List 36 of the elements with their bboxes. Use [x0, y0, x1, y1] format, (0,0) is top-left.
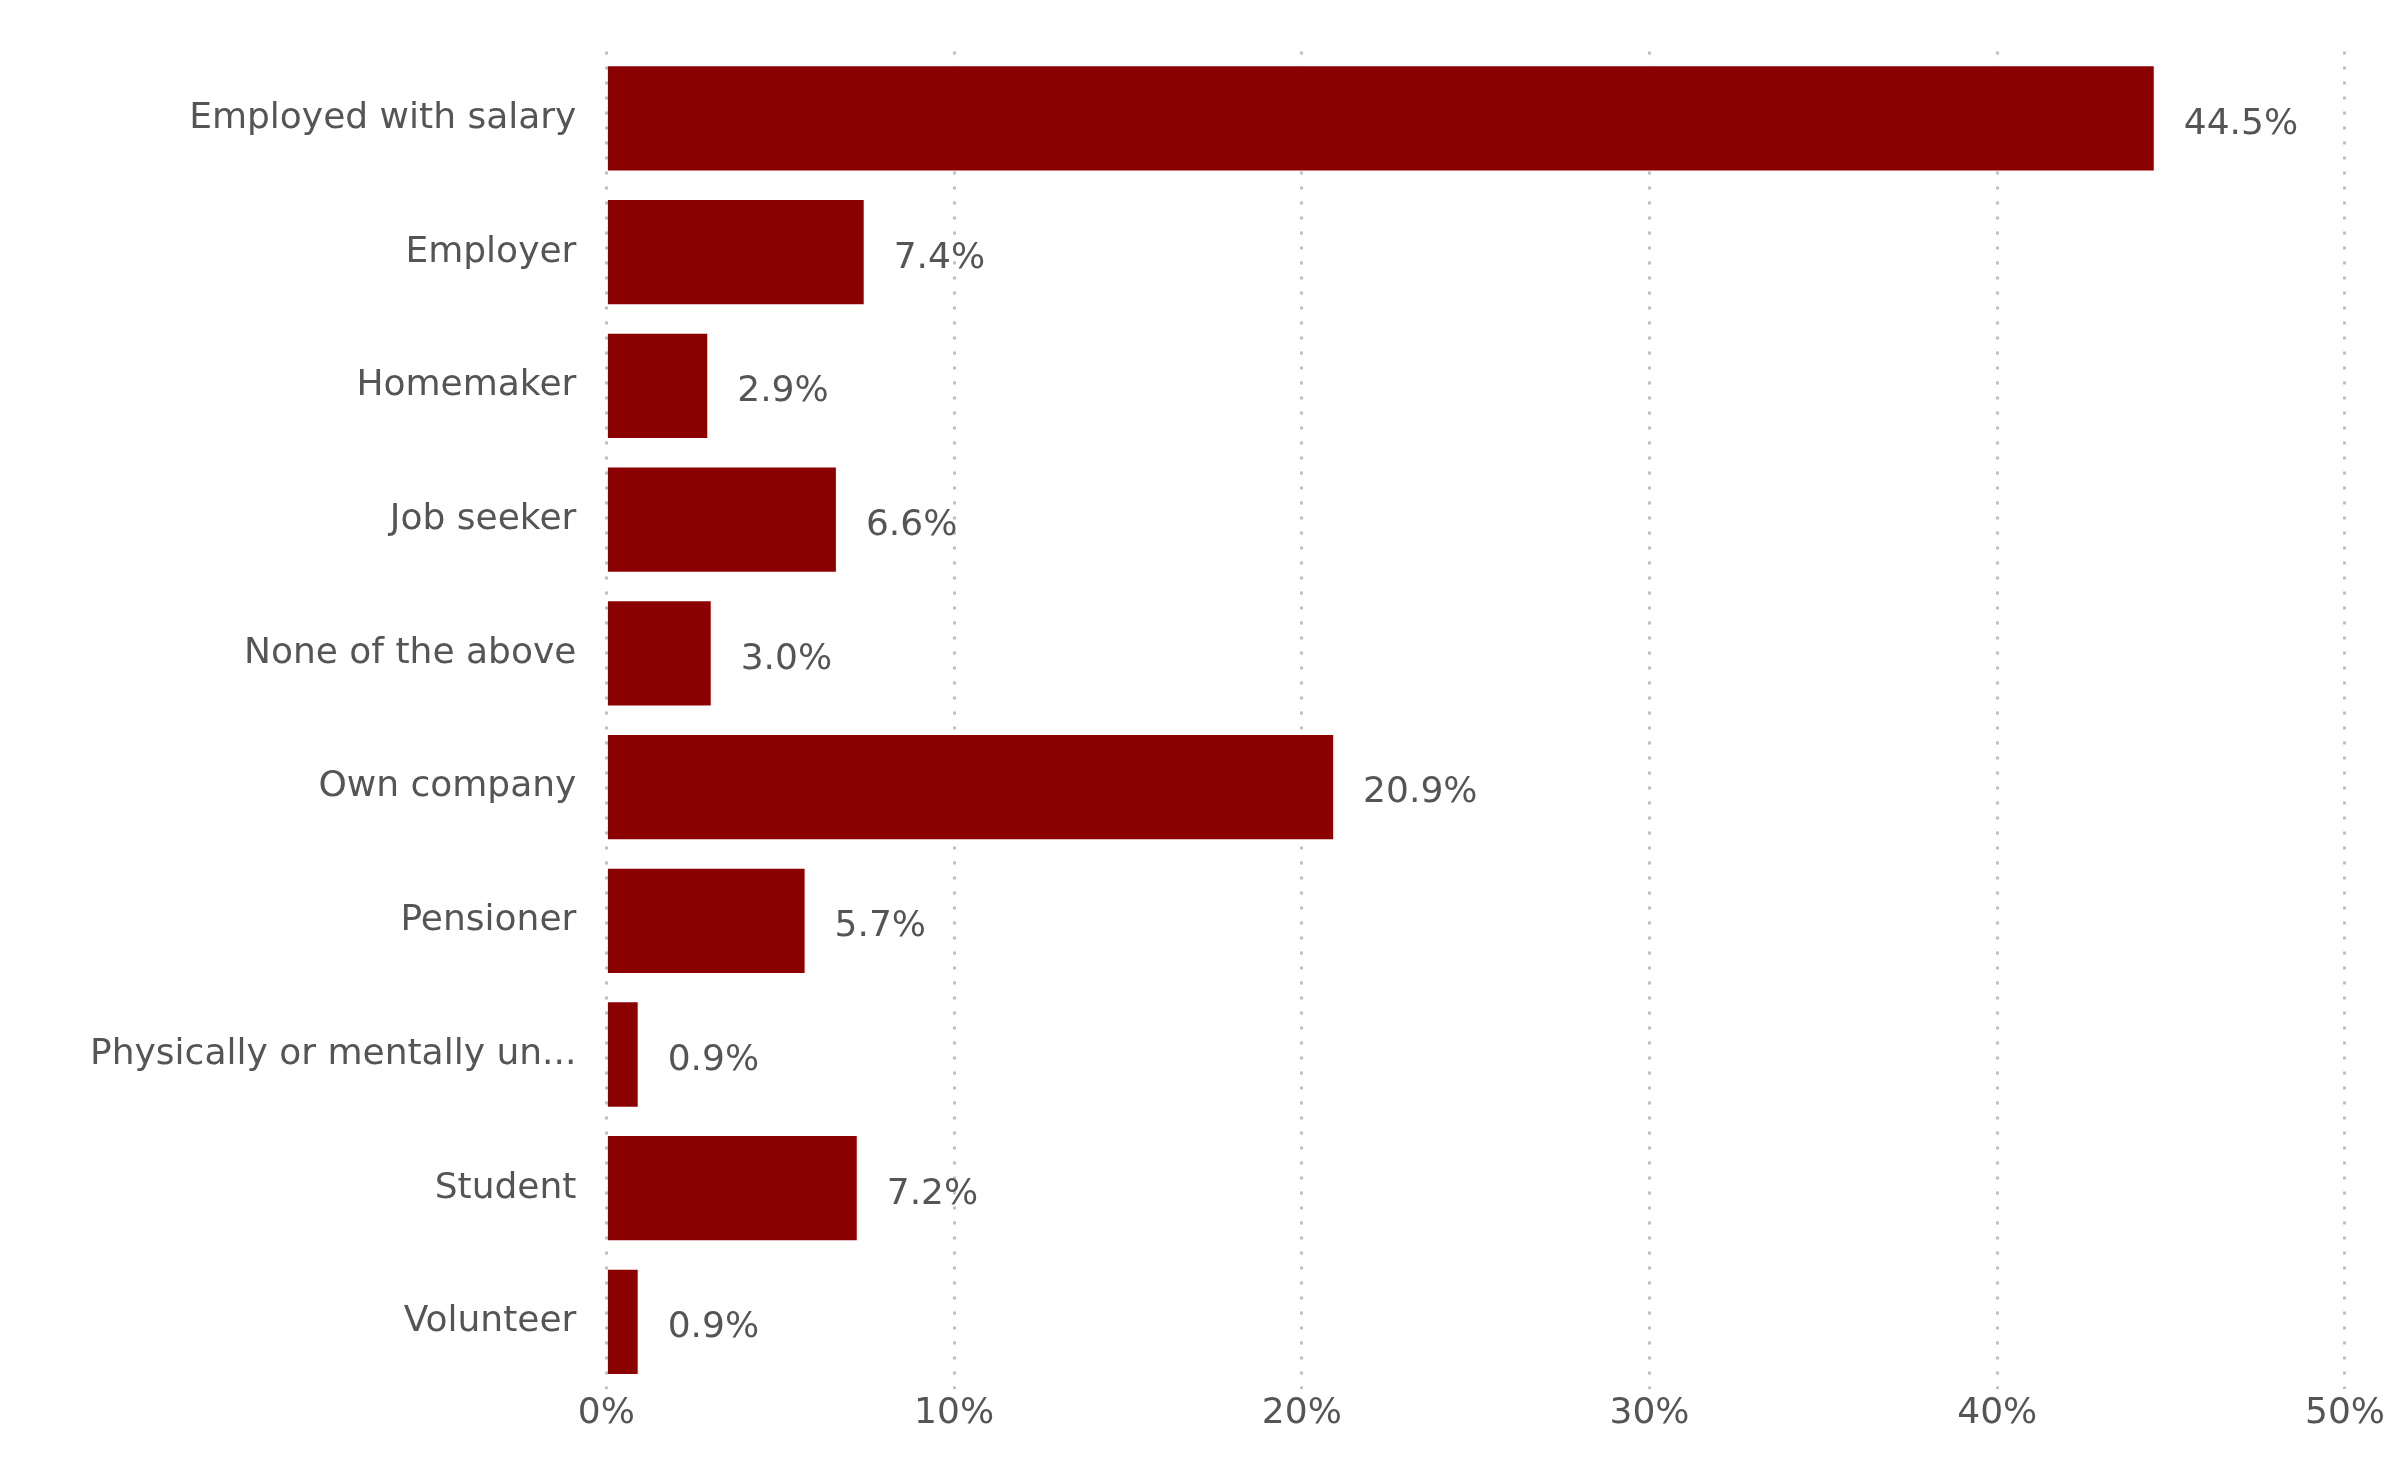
y-tick-label: None of the above [243, 629, 577, 671]
x-tick-label: 10% [914, 1389, 995, 1431]
x-tick-label: 0% [577, 1389, 635, 1431]
data-label: 2.9% [737, 368, 829, 410]
bar [607, 868, 805, 973]
data-label: 6.6% [865, 501, 958, 543]
data-label: 7.2% [886, 1170, 979, 1212]
x-tick-label: 20% [1261, 1389, 1342, 1431]
y-tick-label: Job seeker [387, 495, 577, 537]
y-tick-label: Physically or mentally un... [90, 1030, 577, 1072]
y-tick-label: Employer [405, 228, 577, 270]
bar [607, 1002, 638, 1107]
bar [607, 734, 1334, 840]
data-label: 20.9% [1363, 769, 1478, 811]
y-tick-label: Employed with salary [189, 94, 577, 136]
x-tick-label: 40% [1957, 1389, 2038, 1431]
data-label: 0.9% [667, 1036, 760, 1078]
y-tick-label: Volunteer [403, 1298, 577, 1340]
y-tick-label: Pensioner [400, 897, 577, 939]
bar [607, 66, 2154, 171]
data-label: 5.7% [834, 903, 927, 945]
data-label: 7.4% [893, 234, 986, 276]
bar [607, 467, 836, 572]
y-tick-label: Homemaker [356, 362, 577, 404]
bar [607, 601, 711, 706]
bar [607, 200, 864, 305]
data-label: 44.5% [2183, 100, 2299, 142]
bar [607, 1269, 638, 1375]
bar [607, 1136, 857, 1241]
x-tick-label: 30% [1609, 1389, 1690, 1431]
y-tick-label: Student [434, 1164, 577, 1206]
data-label: 3.0% [740, 635, 833, 677]
data-label: 0.9% [667, 1304, 760, 1346]
bar [607, 333, 708, 439]
y-tick-label: Own company [318, 763, 577, 805]
x-tick-label: 50% [2304, 1389, 2385, 1431]
